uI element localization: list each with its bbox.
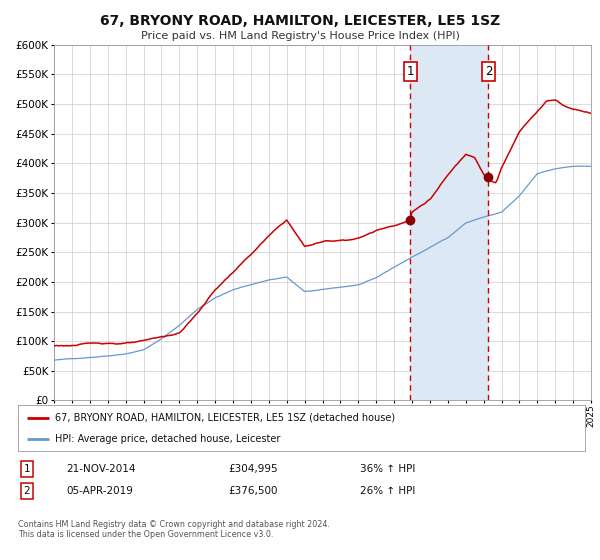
Text: 67, BRYONY ROAD, HAMILTON, LEICESTER, LE5 1SZ (detached house): 67, BRYONY ROAD, HAMILTON, LEICESTER, LE… xyxy=(55,413,395,423)
Text: 1: 1 xyxy=(406,65,414,78)
Text: Contains HM Land Registry data © Crown copyright and database right 2024.
This d: Contains HM Land Registry data © Crown c… xyxy=(18,520,330,539)
Text: 21-NOV-2014: 21-NOV-2014 xyxy=(66,464,136,474)
Text: £376,500: £376,500 xyxy=(228,486,277,496)
Text: 05-APR-2019: 05-APR-2019 xyxy=(66,486,133,496)
Text: 2: 2 xyxy=(485,65,492,78)
Text: 67, BRYONY ROAD, HAMILTON, LEICESTER, LE5 1SZ: 67, BRYONY ROAD, HAMILTON, LEICESTER, LE… xyxy=(100,14,500,28)
Text: Price paid vs. HM Land Registry's House Price Index (HPI): Price paid vs. HM Land Registry's House … xyxy=(140,31,460,41)
Text: £304,995: £304,995 xyxy=(228,464,278,474)
Text: 26% ↑ HPI: 26% ↑ HPI xyxy=(360,486,415,496)
Text: 36% ↑ HPI: 36% ↑ HPI xyxy=(360,464,415,474)
Text: 2: 2 xyxy=(23,486,31,496)
Text: HPI: Average price, detached house, Leicester: HPI: Average price, detached house, Leic… xyxy=(55,435,280,444)
Bar xyxy=(410,45,488,400)
Text: 1: 1 xyxy=(23,464,31,474)
